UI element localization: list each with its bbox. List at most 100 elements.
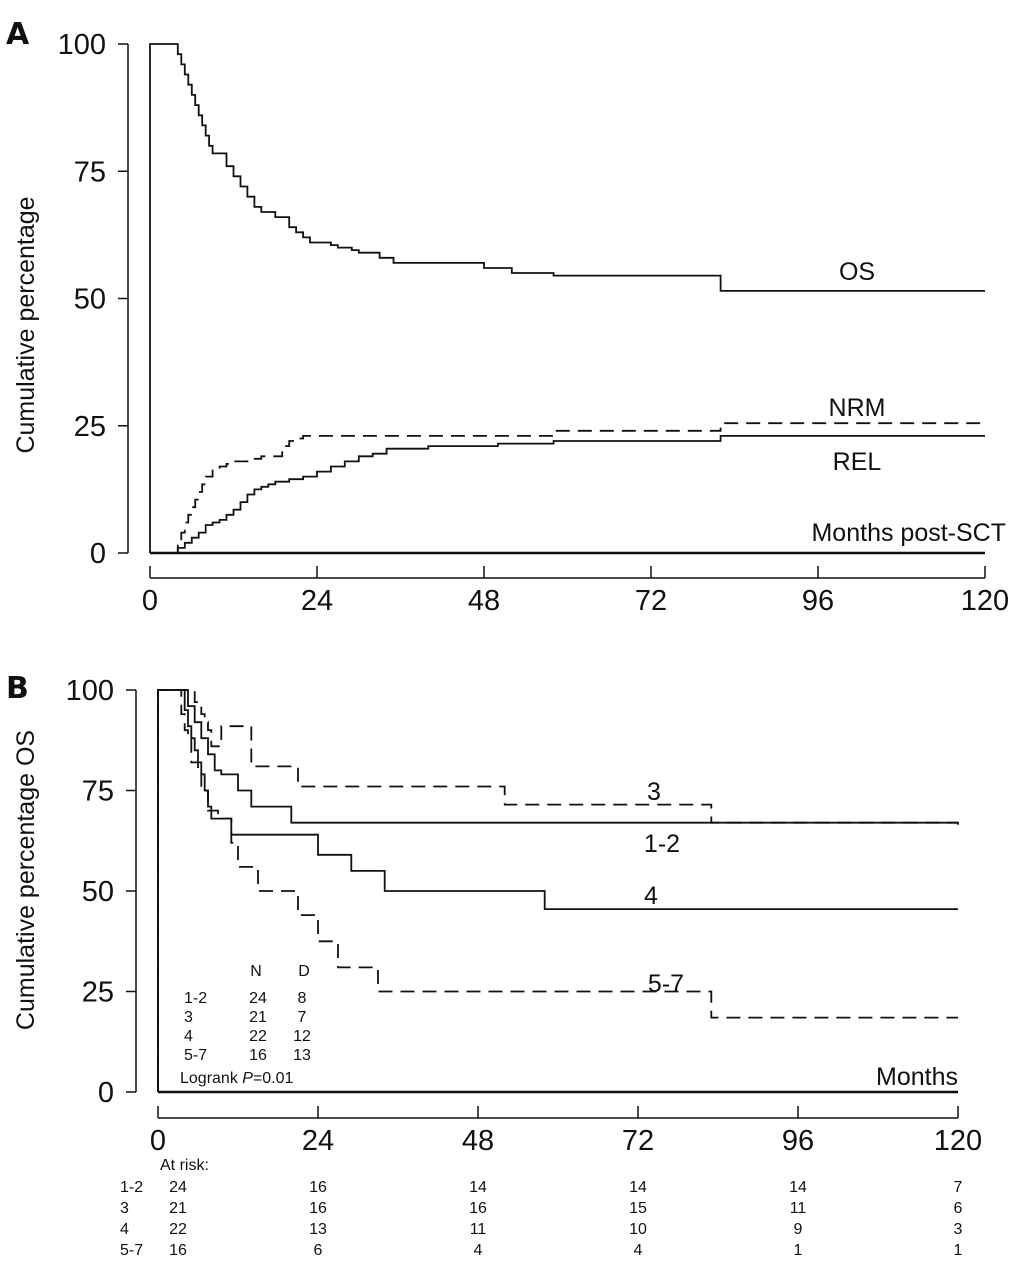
panel-a-y-axis-label: Cumulative percentage xyxy=(12,196,40,453)
legend-n: 24 xyxy=(249,990,267,1007)
at-risk-value: 11 xyxy=(790,1200,807,1217)
y-tick-label: 0 xyxy=(98,1077,114,1109)
at-risk-group-label: 4 xyxy=(120,1221,129,1238)
panel-b-series xyxy=(157,689,959,1094)
series-line-5-7 xyxy=(157,689,958,1092)
at-risk-title: At risk: xyxy=(160,1157,209,1174)
at-risk-table: At risk: 1-2 24 16 14 14 14 73 21 16 16 15 11 64 22 13… xyxy=(120,1157,963,1259)
panel-b-y-ticks: 0 25 50 75 100 xyxy=(66,675,137,1109)
label-group-5-7: 5-7 xyxy=(648,970,684,998)
label-nrm: NRM xyxy=(829,394,886,422)
x-tick-label: 0 xyxy=(142,585,158,617)
series-line-rel xyxy=(150,435,985,554)
y-tick-label: 50 xyxy=(82,876,114,908)
at-risk-value: 1 xyxy=(794,1242,803,1259)
series-line-4 xyxy=(157,689,958,1092)
at-risk-value: 4 xyxy=(634,1242,643,1259)
at-risk-value: 3 xyxy=(954,1221,963,1238)
at-risk-value: 6 xyxy=(954,1200,963,1217)
logrank-p: P xyxy=(242,1070,253,1087)
legend-d: 12 xyxy=(293,1028,311,1045)
at-risk-group-label: 3 xyxy=(120,1200,129,1217)
logrank-prefix: Logrank xyxy=(180,1070,242,1087)
at-risk-value: 15 xyxy=(629,1200,647,1217)
panel-a-series xyxy=(149,43,985,555)
panel-b-x-axis-label: Months xyxy=(876,1063,958,1091)
y-tick-label: 25 xyxy=(74,411,106,443)
at-risk-value: 11 xyxy=(470,1221,487,1238)
legend-table: N D 1-2 24 8 3 21 7 4 22 12 5-7 16 13 Lo… xyxy=(180,963,311,1087)
at-risk-value: 16 xyxy=(169,1242,187,1259)
x-tick-label: 24 xyxy=(302,1125,334,1157)
y-tick-label: 100 xyxy=(66,675,114,707)
x-tick-label: 72 xyxy=(622,1125,654,1157)
legend-group: 1-2 xyxy=(184,990,207,1007)
x-tick-label: 96 xyxy=(782,1125,814,1157)
at-risk-value: 14 xyxy=(469,1179,487,1196)
at-risk-group-label: 5-7 xyxy=(120,1242,143,1259)
y-tick-label: 75 xyxy=(74,156,106,188)
at-risk-value: 10 xyxy=(629,1221,647,1238)
y-tick-label: 100 xyxy=(58,29,106,61)
legend-n: 21 xyxy=(249,1009,267,1026)
x-tick-label: 48 xyxy=(462,1125,494,1157)
at-risk-value: 16 xyxy=(309,1200,327,1217)
x-tick-label: 120 xyxy=(934,1125,982,1157)
series-line-nrm xyxy=(150,422,985,554)
at-risk-value: 14 xyxy=(789,1179,807,1196)
at-risk-value: 1 xyxy=(954,1242,963,1259)
panel-a-x-ticks: 0 24 48 72 96 120 xyxy=(142,566,1009,617)
at-risk-value: 13 xyxy=(309,1221,327,1238)
at-risk-value: 7 xyxy=(954,1179,963,1196)
at-risk-rows: 1-2 24 16 14 14 14 73 21 16 16 15 11 64 22 13 11 10 9 35-7… xyxy=(120,1179,963,1259)
panel-letter-b: B xyxy=(6,671,29,706)
logrank-value: =0.01 xyxy=(253,1070,294,1087)
panel-a: A 0 25 50 75 100 0 24 48 72 96 120 Cumulative per… xyxy=(6,17,1009,617)
x-tick-label: 72 xyxy=(635,585,667,617)
label-os: OS xyxy=(839,258,875,286)
at-risk-group-label: 1-2 xyxy=(120,1179,143,1196)
x-tick-label: 96 xyxy=(802,585,834,617)
at-risk-value: 16 xyxy=(469,1200,487,1217)
series-line-1-2 xyxy=(157,689,958,1092)
legend-n: 16 xyxy=(249,1047,267,1064)
panel-b-x-ticks: 0 24 48 72 96 120 xyxy=(150,1106,982,1157)
series-line-3 xyxy=(157,689,959,1092)
at-risk-value: 24 xyxy=(169,1179,187,1196)
panel-a-x-axis-label: Months post-SCT xyxy=(811,519,1006,547)
panel-letter-a: A xyxy=(6,17,30,52)
legend-d: 13 xyxy=(293,1047,311,1064)
legend-header-d: D xyxy=(298,963,310,980)
at-risk-value: 22 xyxy=(169,1221,187,1238)
panel-a-y-ticks: 0 25 50 75 100 xyxy=(58,29,129,570)
x-tick-label: 48 xyxy=(468,585,500,617)
legend-d: 7 xyxy=(298,1009,307,1026)
at-risk-value: 16 xyxy=(309,1179,327,1196)
y-tick-label: 75 xyxy=(82,776,114,808)
x-tick-label: 24 xyxy=(301,585,333,617)
at-risk-value: 9 xyxy=(794,1221,803,1238)
logrank-text: Logrank P=0.01 xyxy=(180,1070,294,1087)
legend-n: 22 xyxy=(249,1028,267,1045)
at-risk-value: 14 xyxy=(629,1179,647,1196)
at-risk-value: 4 xyxy=(474,1242,483,1259)
series-line-os xyxy=(149,43,985,553)
y-tick-label: 25 xyxy=(82,977,114,1009)
x-tick-label: 120 xyxy=(961,585,1009,617)
legend-group: 5-7 xyxy=(184,1047,207,1064)
legend-d: 8 xyxy=(298,990,307,1007)
label-group-1-2: 1-2 xyxy=(644,830,680,858)
legend-group: 3 xyxy=(184,1009,193,1026)
y-tick-label: 0 xyxy=(90,538,106,570)
legend-header-n: N xyxy=(250,963,262,980)
legend-group: 4 xyxy=(184,1028,193,1045)
label-group-4: 4 xyxy=(644,882,658,910)
at-risk-value: 6 xyxy=(314,1242,323,1259)
y-tick-label: 50 xyxy=(74,284,106,316)
label-group-3: 3 xyxy=(647,778,661,806)
x-tick-label: 0 xyxy=(150,1125,166,1157)
panel-b-y-axis-label: Cumulative percentage OS xyxy=(12,730,40,1030)
at-risk-value: 21 xyxy=(169,1200,187,1217)
